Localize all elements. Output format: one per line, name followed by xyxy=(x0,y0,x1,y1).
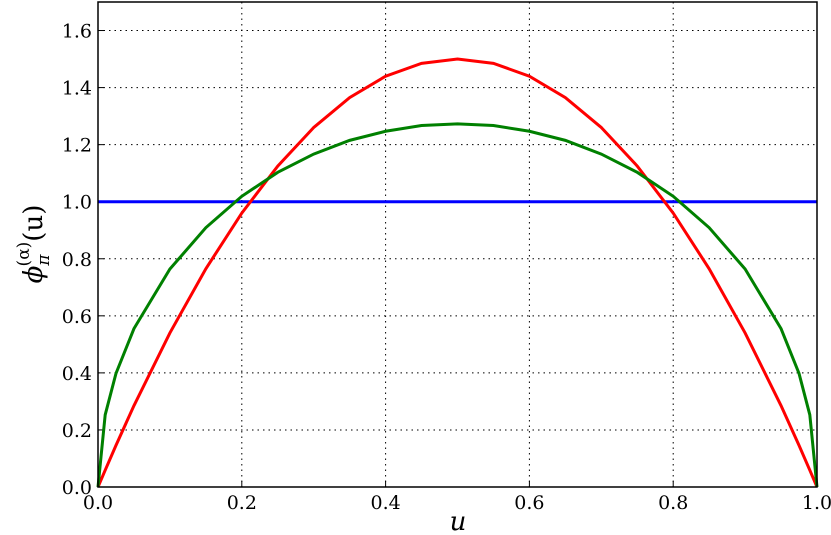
x-axis-label: u xyxy=(450,507,467,535)
y-tick-label: 0.2 xyxy=(62,420,92,442)
x-tick-label: 1.0 xyxy=(802,492,831,514)
y-tick-label: 0.0 xyxy=(62,477,92,499)
y-tick-label: 1.0 xyxy=(62,192,92,214)
x-tick-label: 0.2 xyxy=(227,492,257,514)
y-tick-label: 0.8 xyxy=(62,249,92,271)
x-tick-label: 0.6 xyxy=(514,492,544,514)
line-series xyxy=(96,122,819,488)
line-series xyxy=(96,57,819,488)
y-label-arg: (u) xyxy=(19,205,49,242)
y-axis-label: ϕπ(α)(u) xyxy=(14,205,54,284)
y-tick-label: 1.2 xyxy=(62,135,92,157)
y-tick-label: 1.6 xyxy=(62,21,92,43)
y-tick-label: 0.6 xyxy=(62,306,92,328)
y-label-base: ϕ xyxy=(19,265,49,283)
y-label-sup: (α) xyxy=(14,242,34,267)
x-tick-label: 0.8 xyxy=(658,492,688,514)
y-label-sub: π xyxy=(34,254,54,267)
y-tick-label: 0.4 xyxy=(62,363,92,385)
y-tick-label: 1.4 xyxy=(62,78,92,100)
x-tick-label: 0.4 xyxy=(370,492,400,514)
x-tick-label: 0.0 xyxy=(83,492,113,514)
plot-frame xyxy=(97,1,818,488)
